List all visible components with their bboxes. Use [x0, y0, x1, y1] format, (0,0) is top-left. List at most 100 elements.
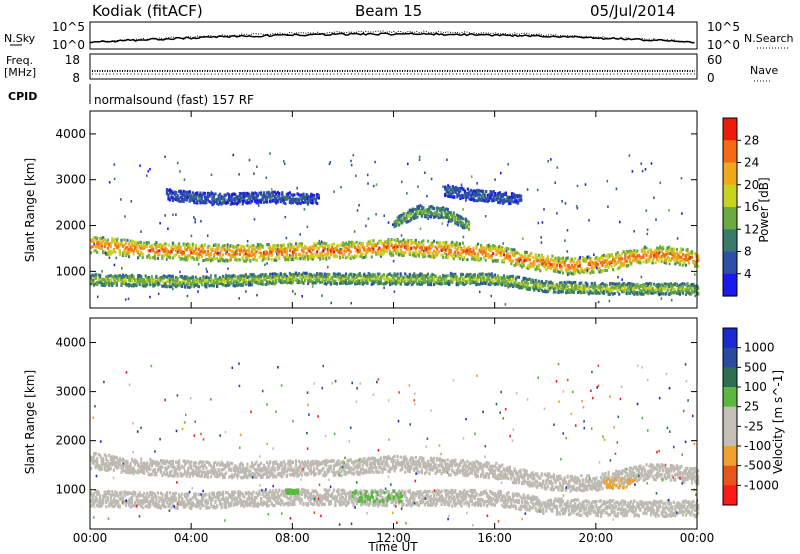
power-cell — [399, 274, 402, 278]
power-cell — [491, 199, 494, 203]
power-cell — [348, 281, 351, 285]
power-cell — [211, 197, 214, 201]
power-cell — [118, 278, 121, 282]
power-cell — [293, 193, 296, 197]
power-cell — [241, 279, 244, 283]
power-cell — [469, 194, 473, 198]
power-cell — [612, 287, 615, 291]
power-cell — [300, 248, 304, 252]
power-cell — [188, 246, 191, 250]
power-cell — [483, 256, 486, 260]
power-cell — [476, 191, 479, 195]
power-cell — [94, 244, 97, 248]
power-cell — [200, 255, 203, 259]
power-cell — [361, 279, 364, 283]
power-cell — [260, 200, 263, 204]
power-cell — [228, 193, 231, 197]
power-cell — [393, 220, 396, 224]
power-cell — [299, 257, 302, 261]
power-cell — [153, 251, 156, 255]
power-cell — [504, 277, 507, 281]
power-cell — [395, 274, 398, 278]
power-cell — [450, 188, 453, 192]
power-cell — [414, 208, 417, 211]
power-cell — [222, 259, 225, 262]
power-cell — [581, 259, 584, 263]
power-cell — [578, 257, 581, 260]
power-cell — [599, 261, 603, 265]
power-cell — [258, 247, 261, 251]
power-cell — [100, 242, 103, 246]
power-cell — [473, 256, 477, 260]
power-cell — [459, 189, 462, 193]
power-cell — [425, 280, 428, 284]
power-cell — [243, 259, 246, 263]
power-cell — [458, 252, 461, 256]
cpid-text: normalsound (fast) 157 RF — [94, 93, 254, 107]
power-cell — [653, 254, 656, 258]
power-cell — [426, 279, 430, 283]
power-cell — [589, 256, 592, 260]
power-cell — [179, 257, 182, 260]
power-cell — [630, 288, 633, 292]
power-cell — [288, 281, 291, 284]
power-cell — [161, 256, 164, 260]
power-cell — [519, 284, 522, 288]
power-cell — [209, 283, 213, 287]
power-cell — [200, 279, 203, 283]
power-cell — [422, 255, 425, 259]
power-cell — [229, 281, 232, 285]
power-cell — [651, 258, 654, 262]
power-cell — [604, 255, 607, 258]
power-cell — [510, 283, 513, 287]
power-cell — [450, 195, 453, 199]
power-cell — [196, 257, 199, 261]
power-cell — [494, 192, 497, 195]
power-cell — [334, 279, 337, 283]
power-cell — [402, 254, 405, 258]
power-cell — [451, 276, 454, 280]
power-cell — [461, 281, 464, 285]
power-cell — [153, 242, 156, 246]
power-cell — [165, 275, 169, 279]
power-cell — [402, 244, 405, 248]
power-cell — [545, 290, 548, 294]
power-cell — [326, 272, 329, 276]
power-cell — [477, 282, 480, 286]
power-cell — [496, 249, 499, 253]
power-cell — [568, 289, 571, 293]
power-cell — [343, 242, 346, 246]
power-cell — [495, 198, 498, 201]
power-cell — [583, 258, 586, 262]
power-cell — [105, 275, 108, 279]
power-cell — [153, 278, 156, 282]
power-cell — [90, 251, 93, 255]
power-cell — [477, 274, 480, 278]
power-cell — [229, 202, 232, 206]
power-cell — [278, 192, 281, 195]
power-cell — [485, 190, 488, 193]
power-cell — [229, 249, 232, 253]
power-cell — [319, 253, 322, 257]
power-cell — [281, 191, 284, 195]
power-cell — [193, 279, 196, 283]
power-cell — [511, 259, 515, 263]
power-cell — [659, 286, 662, 290]
power-cell — [348, 253, 351, 257]
power-cell — [355, 282, 358, 286]
power-cell — [264, 273, 267, 277]
power-cell — [678, 250, 681, 254]
power-cell — [414, 211, 417, 215]
power-cell — [628, 282, 631, 286]
power-cell — [112, 239, 115, 242]
power-cell — [194, 191, 197, 195]
power-cell — [366, 248, 369, 252]
power-cell — [574, 263, 577, 267]
power-cell — [194, 247, 197, 251]
power-cell — [467, 225, 471, 229]
power-cell — [560, 265, 563, 269]
power-cell — [206, 282, 209, 286]
power-cell — [308, 275, 311, 279]
power-cell — [179, 248, 182, 252]
power-cell — [203, 195, 206, 199]
